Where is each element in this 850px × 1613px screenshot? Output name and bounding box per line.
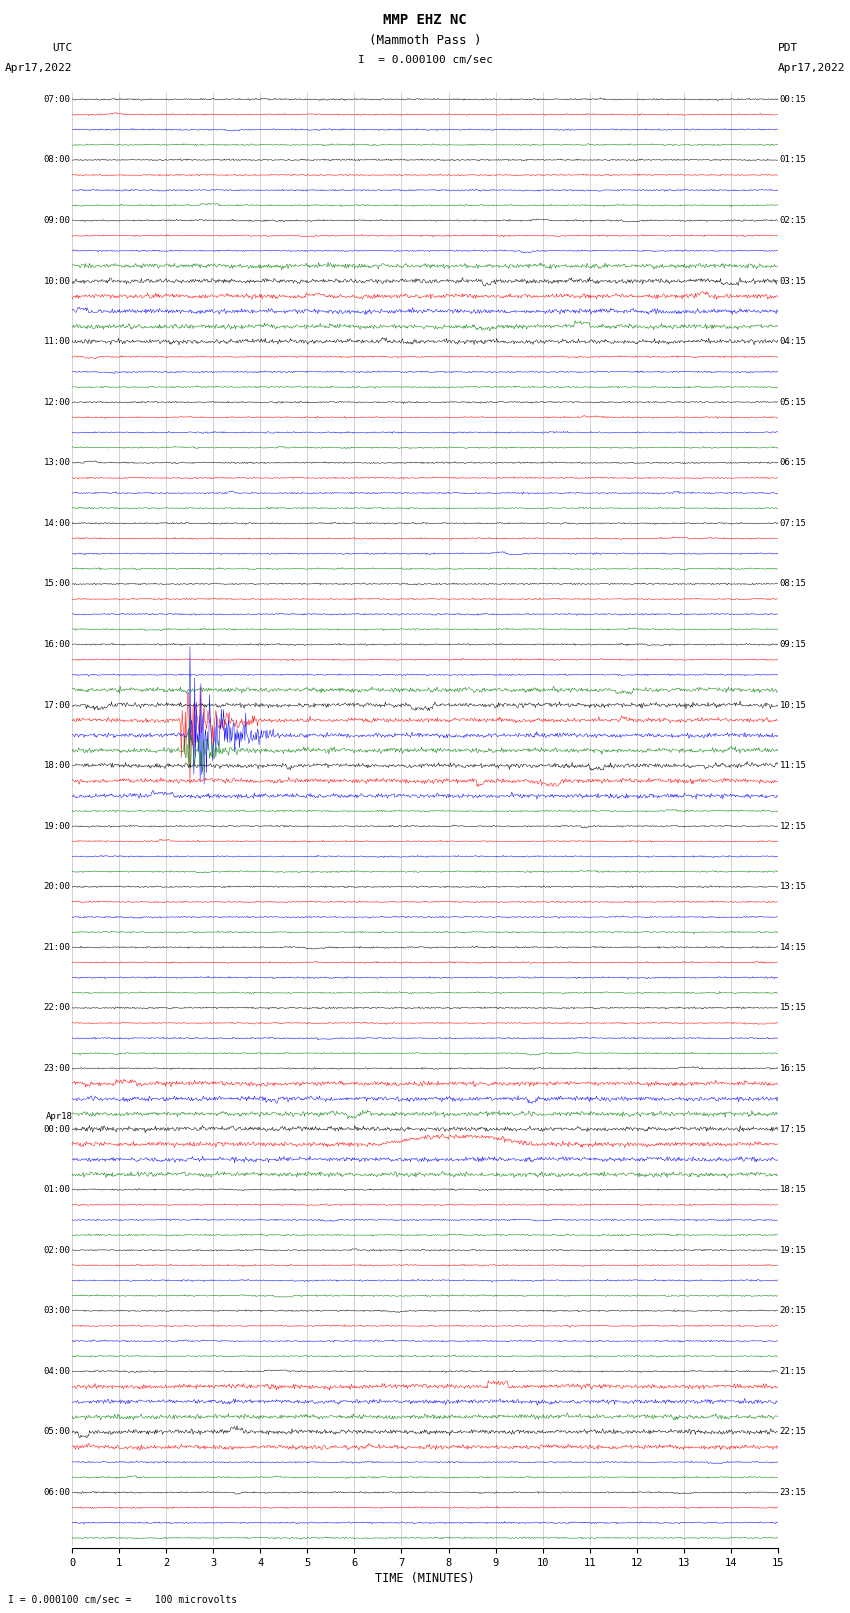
- Text: 12:00: 12:00: [43, 398, 71, 406]
- Text: 05:15: 05:15: [779, 398, 807, 406]
- Text: 17:15: 17:15: [779, 1124, 807, 1134]
- Text: PDT: PDT: [778, 44, 798, 53]
- Text: 21:00: 21:00: [43, 944, 71, 952]
- Text: 01:00: 01:00: [43, 1186, 71, 1194]
- Text: 23:15: 23:15: [779, 1487, 807, 1497]
- Text: 13:00: 13:00: [43, 458, 71, 468]
- Text: 02:00: 02:00: [43, 1245, 71, 1255]
- Text: 20:15: 20:15: [779, 1307, 807, 1315]
- Text: 15:00: 15:00: [43, 579, 71, 589]
- Text: 22:00: 22:00: [43, 1003, 71, 1013]
- Text: 06:00: 06:00: [43, 1487, 71, 1497]
- Text: 10:00: 10:00: [43, 276, 71, 286]
- Text: 08:00: 08:00: [43, 155, 71, 165]
- Text: MMP EHZ NC: MMP EHZ NC: [383, 13, 467, 27]
- Text: 19:00: 19:00: [43, 821, 71, 831]
- Text: Apr18: Apr18: [45, 1111, 72, 1121]
- Text: 06:15: 06:15: [779, 458, 807, 468]
- Text: 03:15: 03:15: [779, 276, 807, 286]
- Text: 07:15: 07:15: [779, 519, 807, 527]
- X-axis label: TIME (MINUTES): TIME (MINUTES): [375, 1573, 475, 1586]
- Text: 05:00: 05:00: [43, 1428, 71, 1437]
- Text: (Mammoth Pass ): (Mammoth Pass ): [369, 34, 481, 47]
- Text: 16:15: 16:15: [779, 1065, 807, 1073]
- Text: 11:00: 11:00: [43, 337, 71, 347]
- Text: 08:15: 08:15: [779, 579, 807, 589]
- Text: 21:15: 21:15: [779, 1366, 807, 1376]
- Text: 20:00: 20:00: [43, 882, 71, 892]
- Text: Apr17,2022: Apr17,2022: [778, 63, 845, 73]
- Text: 03:00: 03:00: [43, 1307, 71, 1315]
- Text: 10:15: 10:15: [779, 700, 807, 710]
- Text: 00:15: 00:15: [779, 95, 807, 103]
- Text: 13:15: 13:15: [779, 882, 807, 892]
- Text: 09:00: 09:00: [43, 216, 71, 224]
- Text: UTC: UTC: [52, 44, 72, 53]
- Text: I  = 0.000100 cm/sec: I = 0.000100 cm/sec: [358, 55, 492, 65]
- Text: 01:15: 01:15: [779, 155, 807, 165]
- Text: 19:15: 19:15: [779, 1245, 807, 1255]
- Text: 18:15: 18:15: [779, 1186, 807, 1194]
- Text: 14:00: 14:00: [43, 519, 71, 527]
- Text: 18:00: 18:00: [43, 761, 71, 769]
- Text: 22:15: 22:15: [779, 1428, 807, 1437]
- Text: 04:15: 04:15: [779, 337, 807, 347]
- Text: 02:15: 02:15: [779, 216, 807, 224]
- Text: Apr17,2022: Apr17,2022: [5, 63, 72, 73]
- Text: 14:15: 14:15: [779, 944, 807, 952]
- Text: 07:00: 07:00: [43, 95, 71, 103]
- Text: 11:15: 11:15: [779, 761, 807, 769]
- Text: 12:15: 12:15: [779, 821, 807, 831]
- Text: 15:15: 15:15: [779, 1003, 807, 1013]
- Text: 09:15: 09:15: [779, 640, 807, 648]
- Text: 16:00: 16:00: [43, 640, 71, 648]
- Text: I = 0.000100 cm/sec =    100 microvolts: I = 0.000100 cm/sec = 100 microvolts: [8, 1595, 238, 1605]
- Text: 04:00: 04:00: [43, 1366, 71, 1376]
- Text: 23:00: 23:00: [43, 1065, 71, 1073]
- Text: 17:00: 17:00: [43, 700, 71, 710]
- Text: 00:00: 00:00: [43, 1124, 71, 1134]
